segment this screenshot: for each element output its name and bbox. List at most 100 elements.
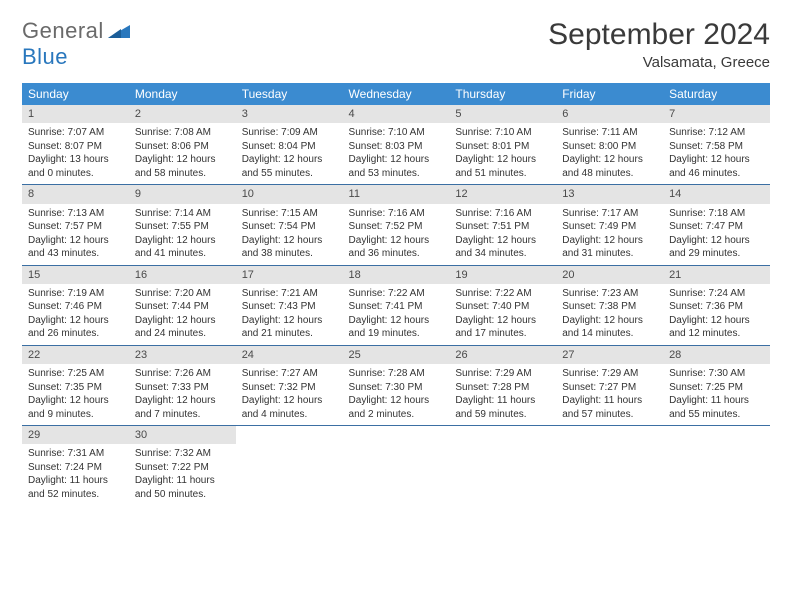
calendar-day-cell: 20Sunrise: 7:23 AMSunset: 7:38 PMDayligh… xyxy=(556,265,663,345)
day-details: Sunrise: 7:16 AMSunset: 7:52 PMDaylight:… xyxy=(343,204,450,265)
day-number: 1 xyxy=(22,105,129,123)
calendar-day-cell xyxy=(236,426,343,506)
calendar-day-cell: 22Sunrise: 7:25 AMSunset: 7:35 PMDayligh… xyxy=(22,345,129,425)
calendar-day-cell: 13Sunrise: 7:17 AMSunset: 7:49 PMDayligh… xyxy=(556,185,663,265)
calendar-day-cell: 7Sunrise: 7:12 AMSunset: 7:58 PMDaylight… xyxy=(663,105,770,185)
day-number: 25 xyxy=(343,346,450,364)
calendar-day-cell: 30Sunrise: 7:32 AMSunset: 7:22 PMDayligh… xyxy=(129,426,236,506)
calendar-day-cell: 23Sunrise: 7:26 AMSunset: 7:33 PMDayligh… xyxy=(129,345,236,425)
day-details: Sunrise: 7:09 AMSunset: 8:04 PMDaylight:… xyxy=(236,123,343,184)
page-subtitle: Valsamata, Greece xyxy=(548,54,770,71)
day-details: Sunrise: 7:13 AMSunset: 7:57 PMDaylight:… xyxy=(22,204,129,265)
title-block: September 2024 Valsamata, Greece xyxy=(548,18,770,71)
day-details: Sunrise: 7:27 AMSunset: 7:32 PMDaylight:… xyxy=(236,364,343,425)
day-number: 2 xyxy=(129,105,236,123)
day-number: 4 xyxy=(343,105,450,123)
weekday-header: Monday xyxy=(129,83,236,105)
day-details: Sunrise: 7:14 AMSunset: 7:55 PMDaylight:… xyxy=(129,204,236,265)
day-number: 20 xyxy=(556,266,663,284)
logo-text-2: Blue xyxy=(22,44,68,69)
day-details: Sunrise: 7:10 AMSunset: 8:03 PMDaylight:… xyxy=(343,123,450,184)
calendar-day-cell: 16Sunrise: 7:20 AMSunset: 7:44 PMDayligh… xyxy=(129,265,236,345)
day-number: 19 xyxy=(449,266,556,284)
logo-text-1: General xyxy=(22,18,104,44)
day-details: Sunrise: 7:20 AMSunset: 7:44 PMDaylight:… xyxy=(129,284,236,345)
calendar-day-cell: 26Sunrise: 7:29 AMSunset: 7:28 PMDayligh… xyxy=(449,345,556,425)
calendar-day-cell: 29Sunrise: 7:31 AMSunset: 7:24 PMDayligh… xyxy=(22,426,129,506)
day-details: Sunrise: 7:26 AMSunset: 7:33 PMDaylight:… xyxy=(129,364,236,425)
day-number: 30 xyxy=(129,426,236,444)
calendar-day-cell: 24Sunrise: 7:27 AMSunset: 7:32 PMDayligh… xyxy=(236,345,343,425)
day-number: 22 xyxy=(22,346,129,364)
day-details: Sunrise: 7:30 AMSunset: 7:25 PMDaylight:… xyxy=(663,364,770,425)
day-number: 23 xyxy=(129,346,236,364)
calendar-day-cell: 14Sunrise: 7:18 AMSunset: 7:47 PMDayligh… xyxy=(663,185,770,265)
calendar-day-cell: 1Sunrise: 7:07 AMSunset: 8:07 PMDaylight… xyxy=(22,105,129,185)
calendar-day-cell xyxy=(449,426,556,506)
calendar-day-cell: 28Sunrise: 7:30 AMSunset: 7:25 PMDayligh… xyxy=(663,345,770,425)
calendar-week-row: 15Sunrise: 7:19 AMSunset: 7:46 PMDayligh… xyxy=(22,265,770,345)
day-number: 17 xyxy=(236,266,343,284)
day-details: Sunrise: 7:10 AMSunset: 8:01 PMDaylight:… xyxy=(449,123,556,184)
day-number: 24 xyxy=(236,346,343,364)
weekday-header: Sunday xyxy=(22,83,129,105)
calendar-table: SundayMondayTuesdayWednesdayThursdayFrid… xyxy=(22,83,770,505)
day-number: 13 xyxy=(556,185,663,203)
calendar-day-cell: 25Sunrise: 7:28 AMSunset: 7:30 PMDayligh… xyxy=(343,345,450,425)
day-details: Sunrise: 7:22 AMSunset: 7:41 PMDaylight:… xyxy=(343,284,450,345)
calendar-day-cell: 5Sunrise: 7:10 AMSunset: 8:01 PMDaylight… xyxy=(449,105,556,185)
weekday-header-row: SundayMondayTuesdayWednesdayThursdayFrid… xyxy=(22,83,770,105)
day-details: Sunrise: 7:23 AMSunset: 7:38 PMDaylight:… xyxy=(556,284,663,345)
day-number: 12 xyxy=(449,185,556,203)
calendar-day-cell: 19Sunrise: 7:22 AMSunset: 7:40 PMDayligh… xyxy=(449,265,556,345)
day-number: 28 xyxy=(663,346,770,364)
day-number: 3 xyxy=(236,105,343,123)
day-details: Sunrise: 7:07 AMSunset: 8:07 PMDaylight:… xyxy=(22,123,129,184)
calendar-week-row: 1Sunrise: 7:07 AMSunset: 8:07 PMDaylight… xyxy=(22,105,770,185)
weekday-header: Friday xyxy=(556,83,663,105)
weekday-header: Wednesday xyxy=(343,83,450,105)
calendar-day-cell: 8Sunrise: 7:13 AMSunset: 7:57 PMDaylight… xyxy=(22,185,129,265)
calendar-day-cell xyxy=(663,426,770,506)
day-details: Sunrise: 7:22 AMSunset: 7:40 PMDaylight:… xyxy=(449,284,556,345)
logo-triangle-icon xyxy=(108,18,130,44)
day-details: Sunrise: 7:32 AMSunset: 7:22 PMDaylight:… xyxy=(129,444,236,505)
calendar-day-cell xyxy=(556,426,663,506)
calendar-day-cell: 3Sunrise: 7:09 AMSunset: 8:04 PMDaylight… xyxy=(236,105,343,185)
calendar-day-cell xyxy=(343,426,450,506)
calendar-body: 1Sunrise: 7:07 AMSunset: 8:07 PMDaylight… xyxy=(22,105,770,505)
day-details: Sunrise: 7:29 AMSunset: 7:27 PMDaylight:… xyxy=(556,364,663,425)
day-details: Sunrise: 7:31 AMSunset: 7:24 PMDaylight:… xyxy=(22,444,129,505)
day-number: 26 xyxy=(449,346,556,364)
day-details: Sunrise: 7:25 AMSunset: 7:35 PMDaylight:… xyxy=(22,364,129,425)
day-details: Sunrise: 7:19 AMSunset: 7:46 PMDaylight:… xyxy=(22,284,129,345)
calendar-day-cell: 4Sunrise: 7:10 AMSunset: 8:03 PMDaylight… xyxy=(343,105,450,185)
day-number: 11 xyxy=(343,185,450,203)
day-details: Sunrise: 7:17 AMSunset: 7:49 PMDaylight:… xyxy=(556,204,663,265)
calendar-day-cell: 17Sunrise: 7:21 AMSunset: 7:43 PMDayligh… xyxy=(236,265,343,345)
day-details: Sunrise: 7:24 AMSunset: 7:36 PMDaylight:… xyxy=(663,284,770,345)
calendar-day-cell: 2Sunrise: 7:08 AMSunset: 8:06 PMDaylight… xyxy=(129,105,236,185)
page-title: September 2024 xyxy=(548,18,770,52)
weekday-header: Tuesday xyxy=(236,83,343,105)
day-number: 15 xyxy=(22,266,129,284)
day-details: Sunrise: 7:08 AMSunset: 8:06 PMDaylight:… xyxy=(129,123,236,184)
day-number: 16 xyxy=(129,266,236,284)
day-number: 6 xyxy=(556,105,663,123)
day-number: 7 xyxy=(663,105,770,123)
day-details: Sunrise: 7:11 AMSunset: 8:00 PMDaylight:… xyxy=(556,123,663,184)
calendar-week-row: 8Sunrise: 7:13 AMSunset: 7:57 PMDaylight… xyxy=(22,185,770,265)
day-number: 29 xyxy=(22,426,129,444)
day-number: 9 xyxy=(129,185,236,203)
calendar-day-cell: 21Sunrise: 7:24 AMSunset: 7:36 PMDayligh… xyxy=(663,265,770,345)
weekday-header: Thursday xyxy=(449,83,556,105)
day-number: 5 xyxy=(449,105,556,123)
calendar-day-cell: 9Sunrise: 7:14 AMSunset: 7:55 PMDaylight… xyxy=(129,185,236,265)
day-details: Sunrise: 7:12 AMSunset: 7:58 PMDaylight:… xyxy=(663,123,770,184)
day-details: Sunrise: 7:21 AMSunset: 7:43 PMDaylight:… xyxy=(236,284,343,345)
day-number: 10 xyxy=(236,185,343,203)
weekday-header: Saturday xyxy=(663,83,770,105)
calendar-day-cell: 10Sunrise: 7:15 AMSunset: 7:54 PMDayligh… xyxy=(236,185,343,265)
logo: GeneralBlue xyxy=(22,18,130,70)
header: GeneralBlue September 2024 Valsamata, Gr… xyxy=(22,18,770,71)
